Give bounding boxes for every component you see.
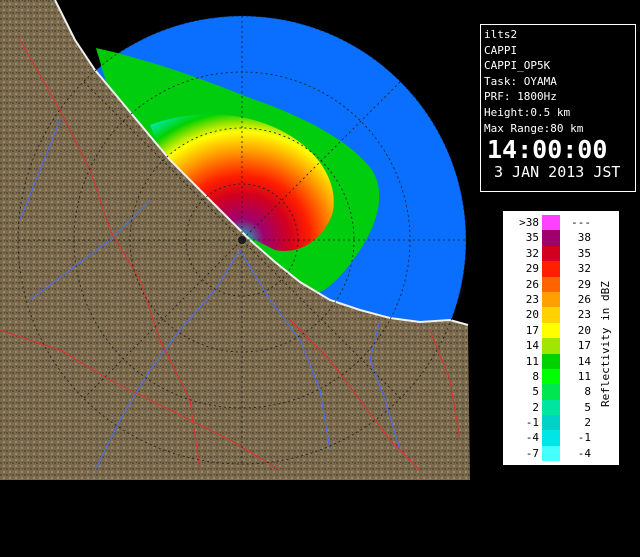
legend-color-swatch <box>542 261 560 277</box>
legend-low-value: -4 <box>525 431 539 445</box>
legend-low-value: 14 <box>525 339 539 353</box>
legend-low-value: >38 <box>519 216 539 229</box>
legend-low-value: 23 <box>525 292 539 306</box>
legend-color-swatch <box>542 368 560 385</box>
legend-low-value: 32 <box>525 246 539 260</box>
scan-info-panel: ilts2 CAPPI CAPPI_OP5K Task: OYAMA PRF: … <box>480 24 636 192</box>
legend-high-value: 26 <box>577 292 591 306</box>
legend-row: 23 26 <box>511 291 591 308</box>
legend-high-value: 38 <box>577 231 591 245</box>
task-name: Task: OYAMA <box>484 74 557 88</box>
legend-low-value: 26 <box>525 277 539 291</box>
max-range-value: Max Range:80 km <box>484 121 584 135</box>
legend-row: 35 38 <box>511 230 591 246</box>
legend-low-value: 8 <box>532 369 539 383</box>
legend-row: -7 -4 <box>511 445 591 462</box>
legend-color-swatch <box>542 353 560 369</box>
radar-map-view[interactable] <box>0 0 478 480</box>
legend-high-value: 20 <box>577 323 591 337</box>
legend-high-value: 17 <box>577 339 591 353</box>
legend-row: 14 17 <box>511 338 591 354</box>
legend-row: 17 20 <box>511 322 591 339</box>
legend-color-swatch <box>542 215 560 231</box>
legend-color-swatch <box>542 338 560 354</box>
legend-low-value: 29 <box>525 262 539 276</box>
product-name: CAPPI_OP5K <box>484 59 551 73</box>
legend-high-value: -1 <box>577 431 591 445</box>
legend-high-value: 14 <box>577 354 591 368</box>
legend-row: >38 --- <box>511 215 591 231</box>
legend-high-value: 2 <box>584 416 591 430</box>
legend-high-value: 32 <box>577 262 591 276</box>
legend-row: -1 2 <box>511 415 591 431</box>
range-rings <box>17 15 467 465</box>
legend-color-swatch <box>542 399 560 416</box>
legend-color-swatch <box>542 245 560 262</box>
legend-color-swatch <box>542 430 560 446</box>
legend-color-swatch <box>542 307 560 323</box>
legend-high-value: 11 <box>577 369 591 383</box>
radar-map-canvas <box>0 0 470 480</box>
legend-high-value: 29 <box>577 277 591 291</box>
legend-title-wrap: Reflectivity in dBZ <box>599 281 613 557</box>
legend-low-value: 17 <box>525 323 539 337</box>
radar-site-marker <box>238 236 246 244</box>
legend-low-value: 20 <box>525 308 539 322</box>
scan-time: 14:00:00 <box>487 135 608 165</box>
legend-row: 11 14 <box>511 353 591 369</box>
legend-rows: >38 --- 35 38 32 35 29 32 26 29 23 26 20 23 17 20 14 17 11… <box>511 215 591 462</box>
product-type: CAPPI <box>484 43 518 57</box>
legend-color-swatch <box>542 322 560 339</box>
scan-date: 3 JAN 2013 JST <box>494 163 621 182</box>
legend-row: 29 32 <box>511 261 591 277</box>
legend-color-swatch <box>542 415 560 431</box>
legend-high-value: 23 <box>577 308 591 322</box>
legend-color-swatch <box>542 230 560 246</box>
legend-row: 8 11 <box>511 368 591 385</box>
legend-color-swatch <box>542 291 560 308</box>
height-value: Height:0.5 km <box>484 105 571 119</box>
legend-low-value: -7 <box>525 446 539 460</box>
radar-name: ilts2 <box>484 28 518 41</box>
legend-low-value: 5 <box>532 385 539 399</box>
legend-high-value: 5 <box>584 400 591 414</box>
legend-high-value: 35 <box>577 246 591 260</box>
legend-row: 20 23 <box>511 307 591 323</box>
legend-color-swatch <box>542 276 560 292</box>
legend-row: 26 29 <box>511 276 591 292</box>
legend-low-value: 2 <box>532 400 539 414</box>
legend-row: 32 35 <box>511 245 591 262</box>
legend-color-swatch <box>542 445 560 462</box>
legend-low-value: 11 <box>525 354 539 368</box>
legend-title: Reflectivity in dBZ <box>599 281 612 407</box>
legend-color-swatch <box>542 384 560 400</box>
prf-value: PRF: 1800Hz <box>484 90 557 104</box>
legend-low-value: 35 <box>525 231 539 245</box>
legend-high-value: -4 <box>577 446 591 460</box>
legend-high-value: --- <box>571 216 591 229</box>
legend-high-value: 8 <box>584 385 591 399</box>
boundary-lines <box>0 39 461 471</box>
reflectivity-legend: >38 --- 35 38 32 35 29 32 26 29 23 26 20 23 17 20 14 17 11… <box>502 210 620 466</box>
legend-low-value: -1 <box>525 416 539 430</box>
legend-row: -4 -1 <box>511 430 591 446</box>
